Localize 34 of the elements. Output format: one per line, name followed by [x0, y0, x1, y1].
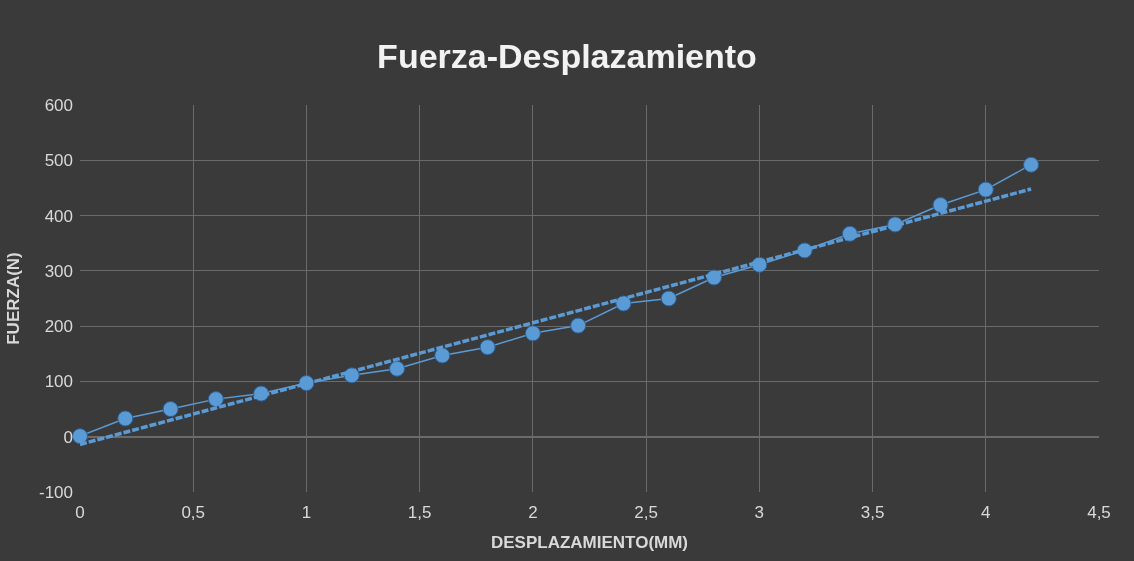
y-tick-label: 100 [44, 372, 73, 392]
x-tick-label: 4 [981, 503, 991, 522]
y-tick-label: 0 [63, 427, 73, 447]
chart-title: Fuerza-Desplazamiento [377, 37, 757, 75]
x-tick-label: 3,5 [860, 503, 885, 522]
point [207, 391, 224, 408]
point [524, 325, 541, 342]
point [117, 410, 134, 427]
point [72, 428, 88, 445]
y-tick-label: 400 [44, 206, 73, 226]
point [434, 347, 451, 364]
point [389, 360, 406, 377]
y-tick-label: 500 [44, 151, 73, 171]
point [479, 339, 496, 356]
x-tick-label: 0 [75, 503, 85, 522]
x-axis-title: DESPLAZAMIENTO(MM) [490, 533, 689, 553]
point [570, 317, 587, 334]
point [932, 197, 949, 214]
x-tick-label: 4,5 [1087, 503, 1111, 522]
y-axis-title: FUERZA(N) [3, 252, 23, 345]
y-tick-label: 300 [44, 261, 73, 281]
point [162, 401, 179, 418]
x-tick-label: 2 [528, 503, 538, 522]
x-tick-label: 3 [754, 503, 765, 522]
point [660, 290, 677, 307]
x-tick-label: 1,5 [407, 503, 432, 522]
y-tick-label: 600 [44, 95, 73, 115]
y-tick-label: 200 [44, 317, 73, 337]
x-tick-label: 0,5 [181, 503, 206, 522]
point [1023, 156, 1040, 173]
point [977, 181, 994, 198]
x-tick-label: 2,5 [634, 503, 658, 522]
y-tick-label: -100 [38, 482, 73, 502]
x-tick-label: 1 [301, 503, 312, 522]
